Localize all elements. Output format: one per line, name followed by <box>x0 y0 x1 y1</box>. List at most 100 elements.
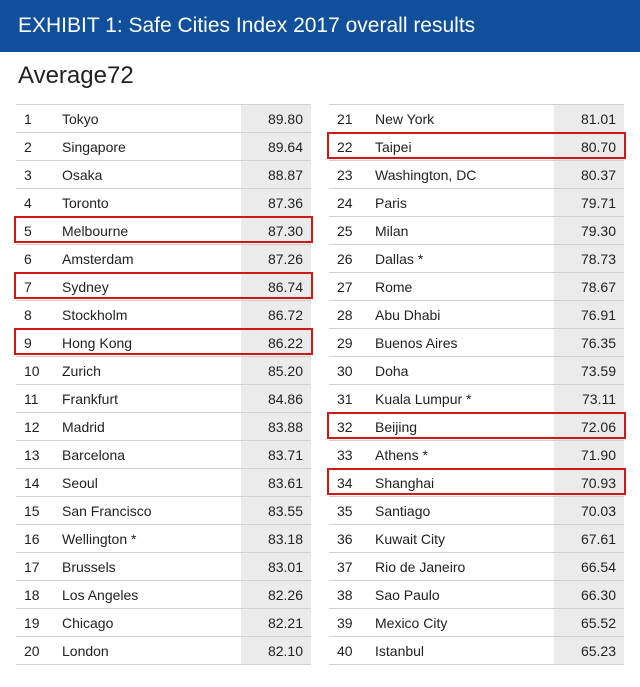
city-cell: Madrid <box>58 413 241 441</box>
rank-cell: 15 <box>16 497 58 525</box>
score-cell: 65.52 <box>554 609 624 637</box>
average-subtitle: Average72 <box>0 52 640 104</box>
rank-cell: 19 <box>16 609 58 637</box>
city-cell: Milan <box>371 217 554 245</box>
rank-cell: 5 <box>16 217 58 245</box>
table-row: 12Madrid83.88 <box>16 413 311 441</box>
rank-cell: 13 <box>16 441 58 469</box>
score-cell: 73.59 <box>554 357 624 385</box>
city-cell: Kuala Lumpur * <box>371 385 554 413</box>
city-cell: Washington, DC <box>371 161 554 189</box>
table-row: 19Chicago82.21 <box>16 609 311 637</box>
table-row: 8Stockholm86.72 <box>16 301 311 329</box>
city-cell: Stockholm <box>58 301 241 329</box>
table-row: 28Abu Dhabi76.91 <box>329 301 624 329</box>
table-row: 30Doha73.59 <box>329 357 624 385</box>
rank-cell: 38 <box>329 581 371 609</box>
city-cell: Beijing <box>371 413 554 441</box>
score-cell: 67.61 <box>554 525 624 553</box>
rank-cell: 9 <box>16 329 58 357</box>
score-cell: 83.71 <box>241 441 311 469</box>
score-cell: 86.72 <box>241 301 311 329</box>
rank-cell: 31 <box>329 385 371 413</box>
score-cell: 83.88 <box>241 413 311 441</box>
score-cell: 71.90 <box>554 441 624 469</box>
table-row: 32Beijing72.06 <box>329 413 624 441</box>
table-row: 18Los Angeles82.26 <box>16 581 311 609</box>
rank-cell: 11 <box>16 385 58 413</box>
city-cell: Rome <box>371 273 554 301</box>
score-cell: 76.91 <box>554 301 624 329</box>
rank-cell: 29 <box>329 329 371 357</box>
rank-cell: 27 <box>329 273 371 301</box>
table-row: 7Sydney86.74 <box>16 273 311 301</box>
table-row: 21New York81.01 <box>329 105 624 133</box>
city-cell: Sydney <box>58 273 241 301</box>
rank-cell: 20 <box>16 637 58 665</box>
score-cell: 76.35 <box>554 329 624 357</box>
table-row: 25Milan79.30 <box>329 217 624 245</box>
city-cell: Athens * <box>371 441 554 469</box>
score-cell: 82.26 <box>241 581 311 609</box>
table-row: 4Toronto87.36 <box>16 189 311 217</box>
city-cell: Doha <box>371 357 554 385</box>
score-cell: 89.80 <box>241 105 311 133</box>
rank-cell: 12 <box>16 413 58 441</box>
table-row: 3Osaka88.87 <box>16 161 311 189</box>
table-row: 22Taipei80.70 <box>329 133 624 161</box>
score-cell: 84.86 <box>241 385 311 413</box>
table-row: 29Buenos Aires76.35 <box>329 329 624 357</box>
table-row: 37Rio de Janeiro66.54 <box>329 553 624 581</box>
table-row: 17Brussels83.01 <box>16 553 311 581</box>
city-cell: Tokyo <box>58 105 241 133</box>
score-cell: 85.20 <box>241 357 311 385</box>
city-cell: Sao Paulo <box>371 581 554 609</box>
score-cell: 79.30 <box>554 217 624 245</box>
table-row: 38Sao Paulo66.30 <box>329 581 624 609</box>
rank-cell: 37 <box>329 553 371 581</box>
rank-cell: 40 <box>329 637 371 665</box>
city-cell: Istanbul <box>371 637 554 665</box>
rank-cell: 35 <box>329 497 371 525</box>
city-cell: Santiago <box>371 497 554 525</box>
table-row: 40Istanbul65.23 <box>329 637 624 665</box>
rank-cell: 39 <box>329 609 371 637</box>
score-cell: 70.93 <box>554 469 624 497</box>
rank-cell: 34 <box>329 469 371 497</box>
exhibit-container: EXHIBIT 1: Safe Cities Index 2017 overal… <box>0 0 640 685</box>
rank-cell: 3 <box>16 161 58 189</box>
score-cell: 86.22 <box>241 329 311 357</box>
city-cell: San Francisco <box>58 497 241 525</box>
score-cell: 66.30 <box>554 581 624 609</box>
score-cell: 89.64 <box>241 133 311 161</box>
city-cell: Paris <box>371 189 554 217</box>
city-cell: Chicago <box>58 609 241 637</box>
score-cell: 87.30 <box>241 217 311 245</box>
city-cell: Taipei <box>371 133 554 161</box>
rank-cell: 7 <box>16 273 58 301</box>
rank-cell: 26 <box>329 245 371 273</box>
score-cell: 82.21 <box>241 609 311 637</box>
score-cell: 66.54 <box>554 553 624 581</box>
city-cell: Dallas * <box>371 245 554 273</box>
score-cell: 81.01 <box>554 105 624 133</box>
table-row: 26Dallas *78.73 <box>329 245 624 273</box>
score-cell: 73.11 <box>554 385 624 413</box>
rank-cell: 21 <box>329 105 371 133</box>
rank-cell: 22 <box>329 133 371 161</box>
rank-cell: 36 <box>329 525 371 553</box>
score-cell: 80.70 <box>554 133 624 161</box>
city-cell: Los Angeles <box>58 581 241 609</box>
city-cell: Melbourne <box>58 217 241 245</box>
table-row: 15San Francisco83.55 <box>16 497 311 525</box>
rank-cell: 2 <box>16 133 58 161</box>
score-cell: 82.10 <box>241 637 311 665</box>
table-row: 13Barcelona83.71 <box>16 441 311 469</box>
table-row: 1Tokyo89.80 <box>16 105 311 133</box>
rank-cell: 24 <box>329 189 371 217</box>
rank-cell: 10 <box>16 357 58 385</box>
city-cell: Seoul <box>58 469 241 497</box>
city-cell: Singapore <box>58 133 241 161</box>
table-row: 31Kuala Lumpur *73.11 <box>329 385 624 413</box>
rank-cell: 23 <box>329 161 371 189</box>
